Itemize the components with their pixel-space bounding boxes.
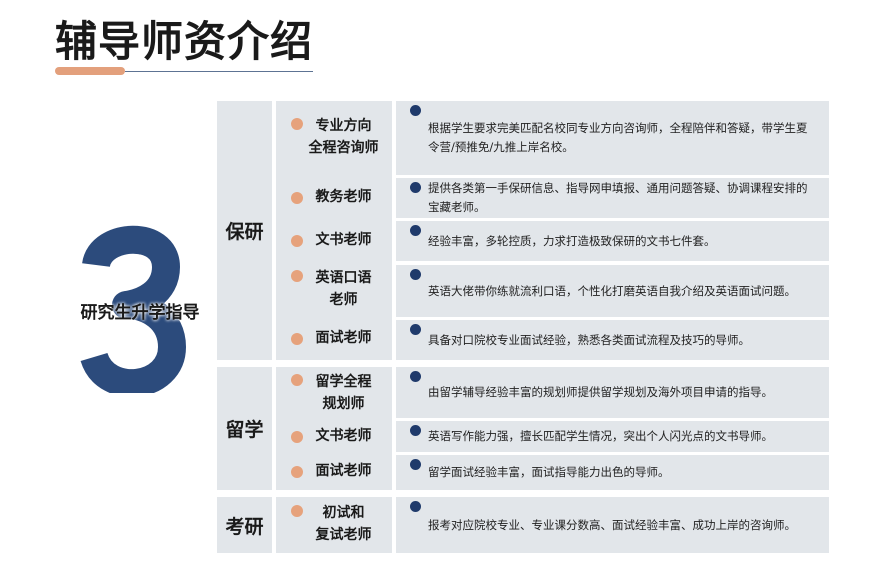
navy-bullet-icon	[410, 105, 421, 116]
description-row: 由留学辅导经验丰富的规划师提供留学规划及海外项目申请的指导。	[396, 367, 829, 418]
navy-bullet-icon	[410, 459, 421, 470]
navy-bullet-icon	[410, 269, 421, 280]
navy-bullet-icon	[410, 425, 421, 436]
navy-bullet-icon	[410, 225, 421, 236]
group-label: 考研	[217, 497, 272, 553]
description-row: 英语写作能力强，擅长匹配学生情况，突出个人闪光点的文书导师。	[396, 421, 829, 452]
description-row: 提供各类第一手保研信息、指导网申填报、通用问题答疑、协调课程安排的宝藏老师。	[396, 178, 829, 218]
description-text: 经验丰富，多轮控质，力求打造极致保研的文书七件套。	[428, 233, 716, 248]
role-item: 教务老师	[276, 175, 392, 220]
group-label: 留学	[217, 367, 272, 490]
orange-bullet-icon	[291, 430, 303, 443]
description-row: 经验丰富，多轮控质，力求打造极致保研的文书七件套。	[396, 221, 829, 261]
role-item: 面试老师	[276, 453, 392, 490]
navy-bullet-icon	[410, 324, 421, 335]
orange-bullet-icon	[291, 373, 303, 386]
description-row: 留学面试经验丰富，面试指导能力出色的导师。	[396, 455, 829, 490]
title-accent-bar	[55, 67, 125, 75]
role-item: 英语口语 老师	[276, 262, 392, 318]
role-item: 面试老师	[276, 318, 392, 360]
description-row: 报考对应院校专业、专业课分数高、面试经验丰富、成功上岸的咨询师。	[396, 497, 829, 553]
description-text: 由留学辅导经验丰富的规划师提供留学规划及海外项目申请的指导。	[428, 385, 773, 400]
role-name: 面试老师	[315, 330, 372, 347]
orange-bullet-icon	[291, 118, 303, 130]
description-row: 具备对口院校专业面试经验，熟悉各类面试流程及技巧的导师。	[396, 320, 829, 360]
description-text: 具备对口院校专业面试经验，熟悉各类面试流程及技巧的导师。	[428, 332, 750, 347]
description-text: 英语写作能力强，擅长匹配学生情况，突出个人闪光点的文书导师。	[428, 429, 773, 444]
navy-bullet-icon	[410, 371, 421, 382]
role-name: 文书老师	[315, 232, 372, 249]
role-name: 初试和 复试老师	[315, 505, 372, 543]
big-number-3-shape	[80, 225, 186, 393]
role-name: 教务老师	[315, 188, 372, 205]
role-item: 留学全程 规划师	[276, 367, 392, 420]
big-number-graphic	[80, 225, 186, 393]
orange-bullet-icon	[291, 191, 303, 204]
role-name: 面试老师	[315, 462, 372, 479]
role-item: 专业方向 全程咨询师	[276, 101, 392, 175]
role-item: 初试和 复试老师	[276, 497, 392, 553]
description-text: 根据学生要求完美匹配名校同专业方向咨询师，全程陪伴和答疑，带学生夏令营/预推免/…	[428, 121, 808, 154]
description-row: 英语大佬带你练就流利口语，个性化打磨英语自我介绍及英语面试问题。	[396, 265, 829, 317]
role-name: 英语口语 老师	[315, 270, 372, 308]
description-text: 提供各类第一手保研信息、指导网申填报、通用问题答疑、协调课程安排的宝藏老师。	[428, 181, 808, 214]
role-name: 文书老师	[315, 427, 372, 444]
title-underline	[125, 71, 313, 72]
group-label: 保研	[217, 101, 272, 360]
orange-bullet-icon	[291, 270, 303, 282]
description-text: 英语大佬带你练就流利口语，个性化打磨英语自我介绍及英语面试问题。	[428, 283, 796, 298]
subtitle: 研究生升学指导	[80, 303, 200, 323]
role-name: 专业方向 全程咨询师	[308, 118, 379, 156]
navy-bullet-icon	[410, 501, 421, 512]
orange-bullet-icon	[291, 235, 303, 247]
role-item: 文书老师	[276, 420, 392, 453]
description-row: 根据学生要求完美匹配名校同专业方向咨询师，全程陪伴和答疑，带学生夏令营/预推免/…	[396, 101, 829, 175]
orange-bullet-icon	[291, 465, 303, 478]
description-text: 留学面试经验丰富，面试指导能力出色的导师。	[428, 465, 670, 480]
role-name: 留学全程 规划师	[315, 373, 372, 412]
role-item: 文书老师	[276, 220, 392, 262]
orange-bullet-icon	[291, 505, 303, 517]
role-column	[276, 101, 392, 360]
page-title: 辅导师资介绍	[55, 17, 314, 66]
orange-bullet-icon	[291, 333, 303, 345]
navy-bullet-icon	[410, 182, 421, 193]
description-text: 报考对应院校专业、专业课分数高、面试经验丰富、成功上岸的咨询师。	[428, 517, 796, 532]
